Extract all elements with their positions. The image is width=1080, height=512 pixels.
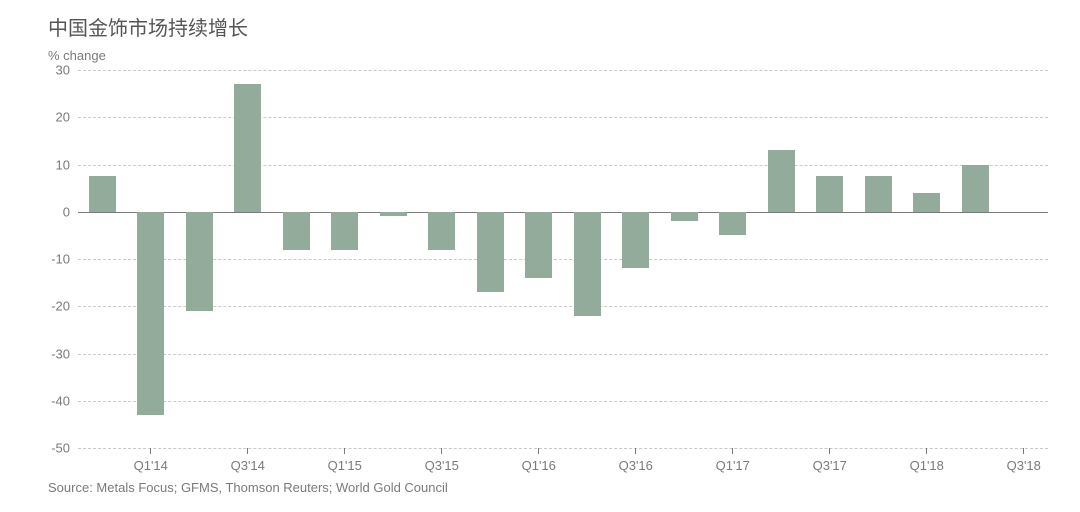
source-text: Source: Metals Focus; GFMS, Thomson Reut… xyxy=(48,480,448,495)
x-tick-mark xyxy=(247,448,248,454)
y-tick-label: 20 xyxy=(40,110,70,125)
bar xyxy=(816,176,843,211)
bar xyxy=(89,176,116,211)
x-tick-mark xyxy=(732,448,733,454)
x-tick-label: Q3'14 xyxy=(231,458,265,473)
gridline xyxy=(78,165,1048,166)
gridline xyxy=(78,70,1048,71)
x-tick-label: Q3'16 xyxy=(619,458,653,473)
bar xyxy=(913,193,940,212)
x-tick-label: Q1'15 xyxy=(328,458,362,473)
bar xyxy=(477,212,504,292)
gridline xyxy=(78,117,1048,118)
bar xyxy=(574,212,601,316)
x-tick-mark xyxy=(344,448,345,454)
x-tick-label: Q1'18 xyxy=(910,458,944,473)
y-tick-label: 0 xyxy=(40,204,70,219)
x-tick-mark xyxy=(441,448,442,454)
y-tick-label: -10 xyxy=(40,252,70,267)
gridline xyxy=(78,448,1048,449)
x-tick-mark xyxy=(1023,448,1024,454)
bar xyxy=(962,165,989,212)
y-axis-title: % change xyxy=(48,48,106,63)
bar xyxy=(865,176,892,211)
x-tick-label: Q1'16 xyxy=(522,458,556,473)
x-tick-label: Q1'14 xyxy=(134,458,168,473)
bar xyxy=(525,212,552,278)
bar xyxy=(380,212,407,217)
bar xyxy=(719,212,746,236)
x-tick-label: Q3'17 xyxy=(813,458,847,473)
chart-title: 中国金饰市场持续增长 xyxy=(48,12,248,41)
y-tick-label: -50 xyxy=(40,441,70,456)
y-tick-label: -20 xyxy=(40,299,70,314)
bar xyxy=(186,212,213,311)
bar xyxy=(622,212,649,269)
x-tick-mark xyxy=(150,448,151,454)
gridline xyxy=(78,306,1048,307)
x-tick-label: Q3'18 xyxy=(1007,458,1041,473)
bar xyxy=(768,150,795,211)
y-tick-label: 10 xyxy=(40,157,70,172)
bar xyxy=(428,212,455,250)
bar xyxy=(331,212,358,250)
x-tick-label: Q1'17 xyxy=(716,458,750,473)
y-tick-label: -30 xyxy=(40,346,70,361)
gridline xyxy=(78,354,1048,355)
x-tick-mark xyxy=(635,448,636,454)
plot-area: 3020100-10-20-30-40-50Q1'14Q3'14Q1'15Q3'… xyxy=(78,70,1048,448)
x-tick-mark xyxy=(829,448,830,454)
bar xyxy=(234,84,261,212)
gridline xyxy=(78,401,1048,402)
y-tick-label: -40 xyxy=(40,393,70,408)
y-tick-label: 30 xyxy=(40,63,70,78)
x-tick-mark xyxy=(926,448,927,454)
bar xyxy=(671,212,698,221)
zero-line xyxy=(78,212,1048,213)
chart-root: 中国金饰市场持续增长 % change 3020100-10-20-30-40-… xyxy=(0,0,1080,512)
gridline xyxy=(78,259,1048,260)
bar xyxy=(137,212,164,415)
bar xyxy=(283,212,310,250)
x-tick-label: Q3'15 xyxy=(425,458,459,473)
x-tick-mark xyxy=(538,448,539,454)
